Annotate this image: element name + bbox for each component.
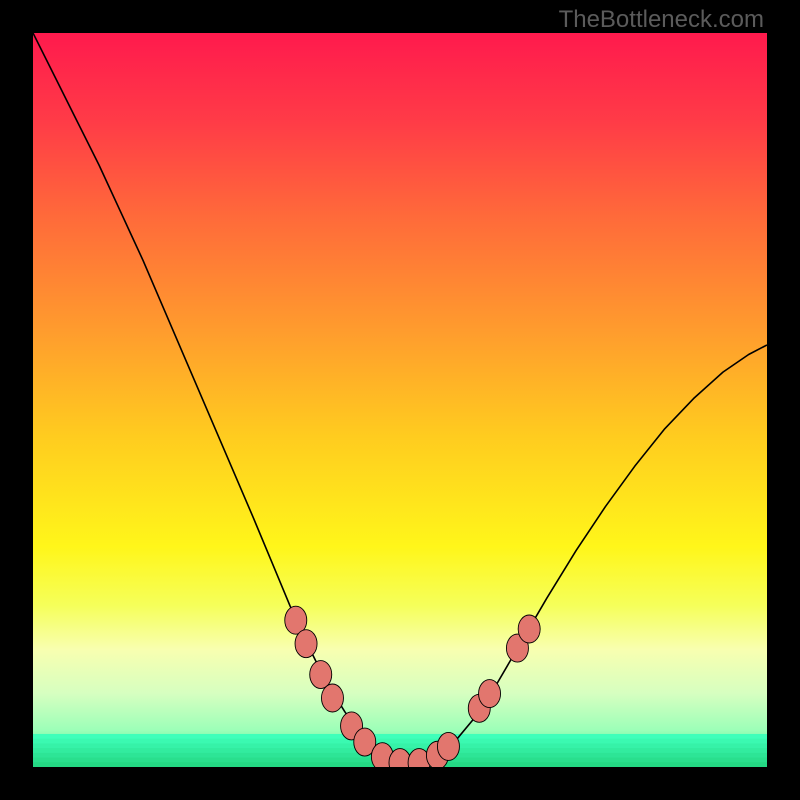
marker-point: [295, 630, 317, 658]
bottom-band-stripe: [33, 739, 767, 744]
bottom-band-stripe: [33, 743, 767, 748]
marker-point: [437, 732, 459, 760]
marker-point: [479, 680, 501, 708]
chart-svg: [33, 33, 767, 767]
chart-background: [33, 33, 767, 767]
chart-area: [33, 33, 767, 767]
marker-point: [321, 684, 343, 712]
watermark-text: TheBottleneck.com: [559, 6, 764, 34]
marker-point: [518, 615, 540, 643]
marker-point: [310, 661, 332, 689]
bottom-band-stripe: [33, 734, 767, 739]
chart-container: TheBottleneck.com: [0, 0, 800, 800]
